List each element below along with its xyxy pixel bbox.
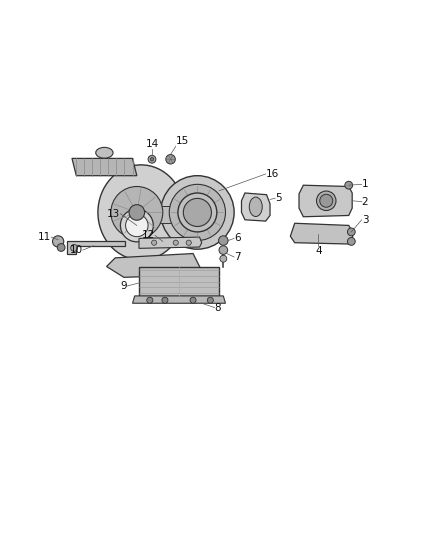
Circle shape <box>152 240 157 245</box>
Circle shape <box>220 255 227 262</box>
Text: 12: 12 <box>142 230 155 240</box>
Circle shape <box>219 236 228 245</box>
Circle shape <box>53 236 64 247</box>
Circle shape <box>150 158 154 161</box>
Circle shape <box>219 246 228 254</box>
Circle shape <box>71 245 78 252</box>
Circle shape <box>129 205 145 220</box>
Circle shape <box>57 244 65 252</box>
Circle shape <box>162 297 168 303</box>
Polygon shape <box>137 206 198 223</box>
Ellipse shape <box>111 187 163 238</box>
Ellipse shape <box>161 176 234 249</box>
Ellipse shape <box>169 184 226 240</box>
Text: 14: 14 <box>145 139 159 149</box>
Circle shape <box>347 238 355 245</box>
Ellipse shape <box>96 147 113 158</box>
Circle shape <box>347 228 355 236</box>
Text: 13: 13 <box>107 209 120 219</box>
Ellipse shape <box>184 198 212 227</box>
Circle shape <box>148 155 156 163</box>
Text: 10: 10 <box>70 245 83 255</box>
Text: 4: 4 <box>315 246 322 256</box>
Circle shape <box>189 204 206 221</box>
Polygon shape <box>290 223 353 244</box>
Circle shape <box>120 209 153 242</box>
Text: 11: 11 <box>38 232 51 242</box>
Text: 9: 9 <box>121 281 127 291</box>
Ellipse shape <box>178 193 217 232</box>
Circle shape <box>126 214 148 237</box>
Text: 3: 3 <box>362 215 368 225</box>
Polygon shape <box>241 193 270 221</box>
Circle shape <box>190 297 196 303</box>
Polygon shape <box>67 240 125 254</box>
Circle shape <box>207 297 213 303</box>
Polygon shape <box>106 254 202 277</box>
Circle shape <box>345 181 353 189</box>
Text: 6: 6 <box>234 233 241 244</box>
Polygon shape <box>72 158 137 176</box>
Text: 2: 2 <box>362 197 368 207</box>
Ellipse shape <box>249 197 262 216</box>
Polygon shape <box>133 296 226 303</box>
Text: 1: 1 <box>362 179 368 189</box>
Text: 5: 5 <box>275 193 282 203</box>
Text: 7: 7 <box>234 252 241 262</box>
Ellipse shape <box>320 195 333 207</box>
Circle shape <box>166 155 175 164</box>
Polygon shape <box>299 185 352 217</box>
Polygon shape <box>139 237 202 248</box>
Polygon shape <box>139 268 219 296</box>
Circle shape <box>147 297 153 303</box>
Ellipse shape <box>98 165 184 260</box>
Text: 16: 16 <box>266 169 279 179</box>
Circle shape <box>186 240 191 245</box>
Ellipse shape <box>317 191 336 211</box>
Text: 8: 8 <box>215 303 221 312</box>
Text: 15: 15 <box>176 136 189 146</box>
Circle shape <box>173 240 178 245</box>
